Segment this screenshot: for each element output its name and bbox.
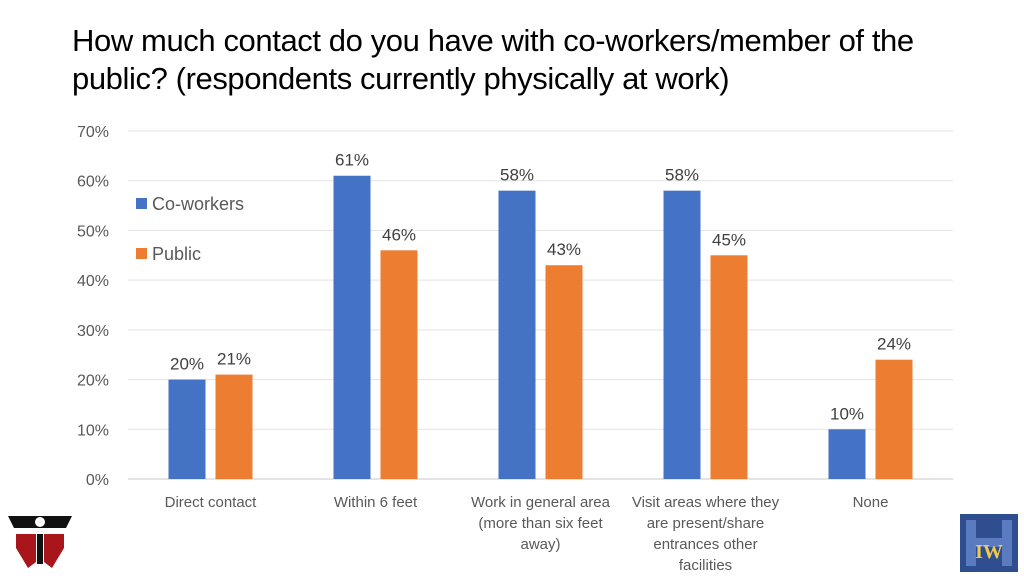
x-category-label: (more than six feet	[478, 515, 603, 532]
y-tick-label: 50%	[77, 223, 109, 240]
x-category-label: Within 6 feet	[334, 494, 418, 511]
y-tick-label: 60%	[77, 174, 109, 191]
data-label: 61%	[335, 151, 369, 170]
legend-swatch	[136, 248, 147, 259]
data-label: 58%	[665, 166, 699, 185]
y-tick-label: 30%	[77, 323, 109, 340]
bar-coworkers	[333, 175, 371, 479]
legend-swatch	[136, 198, 147, 209]
bar-coworkers	[828, 429, 866, 479]
x-category-label: entrances other	[653, 536, 757, 553]
bar-coworkers	[663, 190, 701, 479]
bar-public	[545, 265, 583, 479]
data-label: 21%	[217, 350, 251, 369]
x-category-label: away)	[520, 536, 560, 553]
bar-public	[215, 374, 253, 479]
y-tick-label: 0%	[86, 472, 109, 489]
title-line-2: public? (respondents currently physicall…	[72, 61, 730, 96]
data-label: 20%	[170, 355, 204, 374]
x-category-label: are present/share	[647, 515, 765, 532]
x-category-label: None	[853, 494, 889, 511]
bar-public	[380, 250, 418, 479]
x-category-label: Work in general area	[471, 494, 611, 511]
data-label: 43%	[547, 240, 581, 259]
x-category-label: Direct contact	[165, 494, 258, 511]
bar-public	[710, 255, 748, 479]
bar-coworkers	[168, 379, 206, 479]
iw-logo-text: IW	[975, 541, 1003, 563]
data-label: 58%	[500, 166, 534, 185]
red-black-logo	[8, 516, 72, 568]
iw-logo: IW	[960, 514, 1018, 572]
y-tick-label: 40%	[77, 273, 109, 290]
x-category-label: facilities	[679, 557, 732, 574]
data-label: 46%	[382, 225, 416, 244]
legend-label: Co-workers	[152, 194, 244, 214]
title-line-1: How much contact do you have with co-wor…	[72, 23, 914, 58]
y-tick-label: 10%	[77, 422, 109, 439]
y-tick-label: 70%	[77, 124, 109, 141]
data-label: 45%	[712, 230, 746, 249]
slide-title: How much contact do you have with co-wor…	[72, 22, 1002, 98]
data-label: 10%	[830, 404, 864, 423]
data-label: 24%	[877, 335, 911, 354]
y-tick-label: 20%	[77, 373, 109, 390]
x-category-label: Visit areas where they	[632, 494, 780, 511]
bar-coworkers	[498, 190, 536, 479]
bar-public	[875, 359, 913, 479]
legend-label: Public	[152, 244, 201, 264]
